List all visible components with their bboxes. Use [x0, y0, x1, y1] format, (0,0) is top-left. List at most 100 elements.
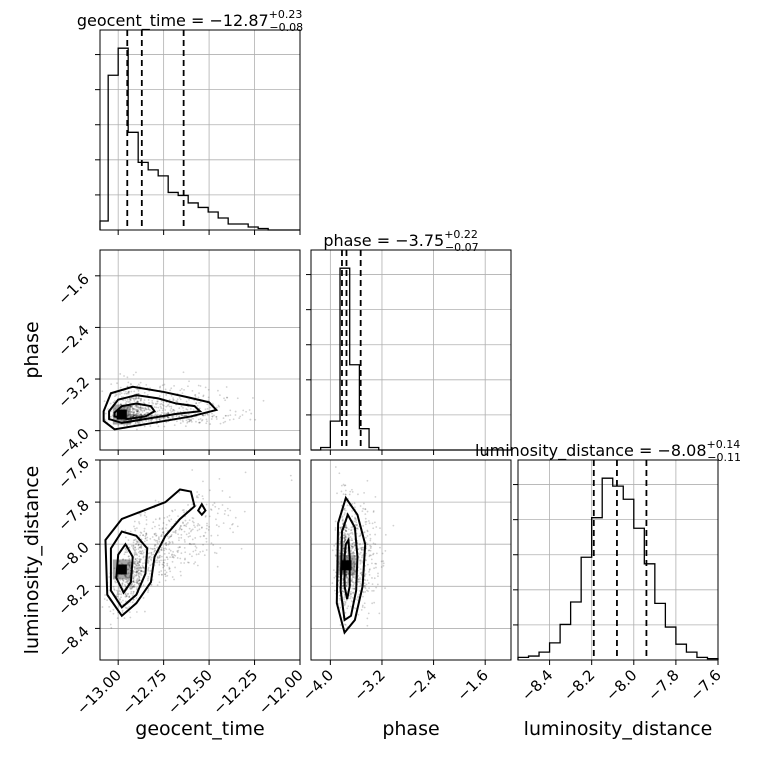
scatter-point — [132, 572, 135, 574]
scatter-point — [128, 595, 131, 598]
scatter-point — [153, 551, 156, 553]
scatter-point — [132, 577, 135, 579]
scatter-point — [140, 406, 142, 409]
scatter-point — [137, 565, 139, 567]
scatter-point — [342, 549, 345, 552]
scatter-point — [187, 413, 190, 416]
scatter-point — [350, 566, 353, 569]
scatter-point — [139, 566, 142, 569]
scatter-point — [123, 424, 126, 427]
scatter-point — [154, 539, 157, 542]
contour-line — [113, 402, 157, 421]
scatter-point — [195, 402, 198, 405]
scatter-point — [138, 558, 141, 561]
scatter-point — [128, 410, 130, 413]
scatter-point — [343, 512, 346, 514]
scatter-point — [132, 408, 135, 410]
scatter-point — [225, 414, 227, 417]
scatter-point — [187, 561, 190, 564]
scatter-point — [173, 554, 175, 556]
panel-frame-hist-geocent_time — [99, 29, 301, 231]
scatter-point — [347, 567, 350, 570]
scatter-point — [132, 539, 135, 542]
scatter-point — [172, 555, 174, 558]
scatter-point — [347, 565, 349, 568]
scatter-point — [359, 577, 361, 579]
scatter-point — [147, 399, 150, 401]
scatter-point — [122, 567, 125, 570]
scatter-point — [211, 412, 213, 415]
scatter-point — [343, 541, 345, 543]
scatter-point — [124, 551, 127, 554]
scatter-point — [196, 404, 199, 407]
scatter-point — [371, 602, 374, 605]
scatter-point — [160, 417, 163, 420]
scatter-point — [364, 591, 367, 593]
scatter-point — [126, 579, 129, 582]
scatter-point — [218, 525, 220, 528]
scatter-point — [206, 403, 209, 406]
scatter-point — [179, 527, 181, 530]
scatter-point — [151, 414, 154, 417]
scatter-point — [343, 533, 346, 536]
scatter-point — [144, 537, 147, 539]
scatter-point — [158, 527, 161, 530]
scatter-point — [361, 561, 364, 564]
scatter-point — [202, 394, 205, 397]
scatter-point — [179, 422, 182, 425]
scatter-point — [139, 406, 142, 409]
scatter-point — [125, 567, 128, 569]
scatter-point — [358, 590, 361, 592]
scatter-point — [213, 551, 216, 554]
scatter-point — [138, 543, 140, 546]
scatter-point — [352, 553, 354, 556]
scatter-point — [193, 562, 195, 565]
scatter-point — [354, 576, 356, 579]
scatter-point — [196, 524, 199, 527]
scatter-point — [182, 371, 185, 374]
scatter-point — [357, 493, 359, 496]
scatter-point — [150, 414, 152, 417]
y-tick-label: −7.6 — [54, 454, 92, 492]
scatter-point — [352, 581, 355, 584]
scatter-point — [141, 549, 144, 552]
scatter-point — [140, 570, 142, 573]
scatter-point — [134, 557, 137, 560]
scatter-point — [169, 556, 172, 558]
scatter-point — [216, 534, 219, 537]
scatter-point — [134, 563, 137, 566]
scatter-point — [352, 546, 354, 548]
scatter-point — [147, 587, 150, 590]
scatter-point — [226, 396, 229, 399]
scatter-point — [353, 552, 356, 555]
scatter-point — [334, 589, 336, 592]
scatter-point — [154, 549, 157, 552]
scatter-point — [364, 573, 367, 576]
scatter-point — [137, 408, 140, 411]
scatter-point — [338, 569, 340, 571]
scatter-point — [361, 560, 364, 563]
scatter-point — [127, 412, 129, 415]
scatter-point — [198, 421, 200, 424]
scatter-point — [236, 397, 239, 400]
scatter-point — [142, 407, 144, 410]
scatter-point — [141, 411, 144, 413]
scatter-point — [150, 415, 153, 417]
scatter-point — [339, 624, 342, 626]
scatter-point — [363, 585, 366, 587]
scatter-point — [345, 598, 348, 601]
scatter-point — [346, 576, 348, 579]
scatter-point — [134, 553, 137, 556]
scatter-point — [128, 390, 130, 393]
scatter-point — [112, 585, 115, 588]
scatter-point — [209, 423, 212, 425]
scatter-point — [353, 587, 356, 590]
scatter-point — [207, 529, 210, 531]
scatter-point — [339, 538, 342, 541]
y-axis-label-phase: phase — [21, 321, 43, 378]
scatter-point — [134, 397, 136, 400]
scatter-point — [177, 533, 179, 536]
scatter-point — [182, 420, 184, 423]
scatter-point — [167, 411, 169, 414]
scatter-point — [205, 503, 208, 506]
